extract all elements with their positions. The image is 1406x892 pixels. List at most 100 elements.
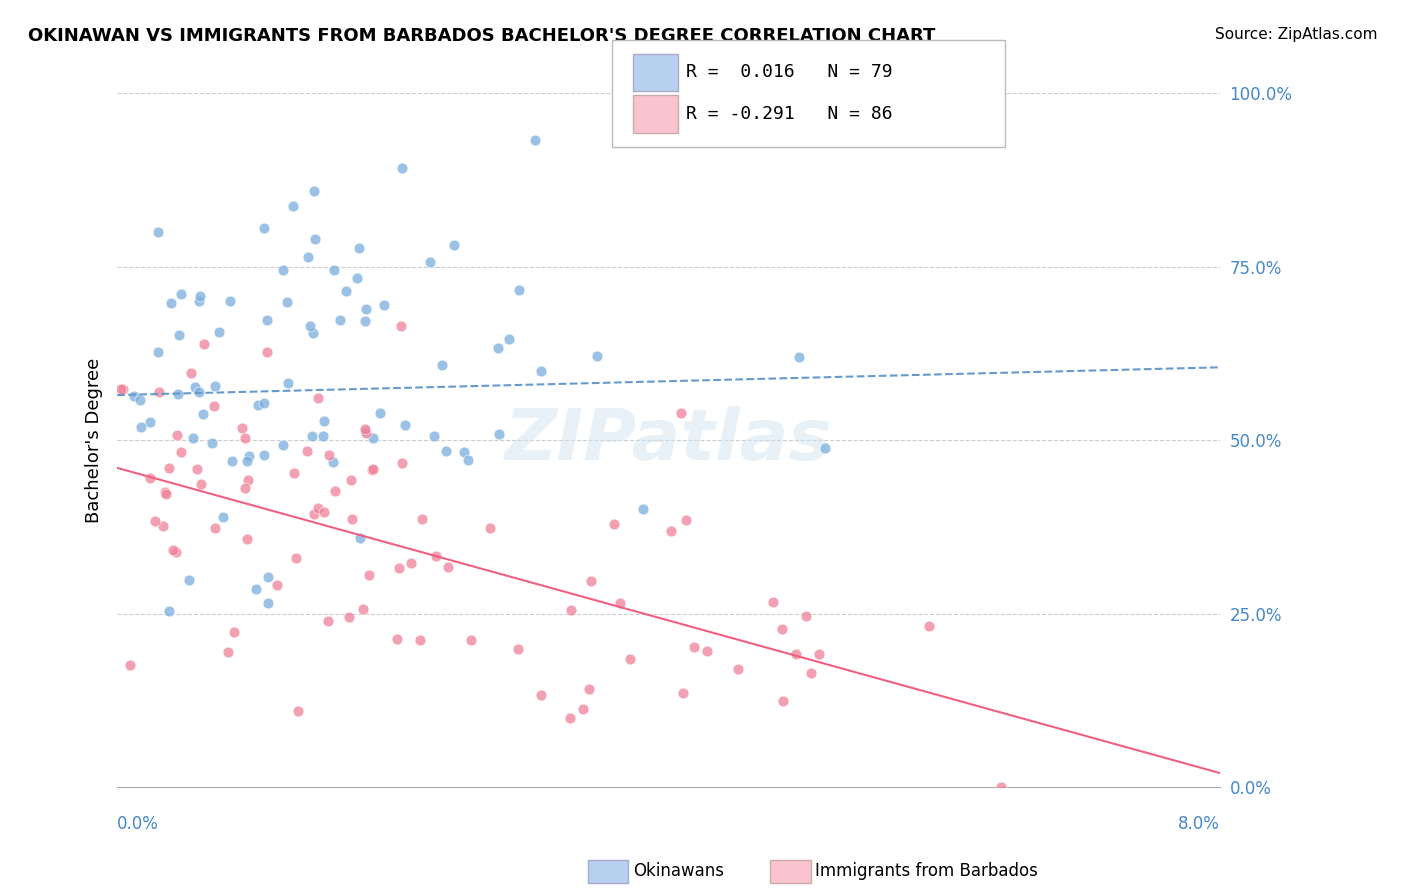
Point [148, 345, 170, 359]
Point [508, 283, 530, 297]
Point [183, 431, 205, 445]
Point [918, 618, 941, 632]
Text: ZIPatlas: ZIPatlas [505, 406, 832, 475]
Point [339, 610, 361, 624]
Point [159, 461, 181, 475]
Point [256, 570, 278, 584]
Point [572, 701, 595, 715]
Point [560, 603, 582, 617]
Point [179, 573, 201, 587]
Point [762, 595, 785, 609]
Point [201, 436, 224, 450]
Point [808, 647, 831, 661]
Point [301, 429, 323, 443]
Point [346, 271, 368, 285]
Point [297, 444, 319, 458]
Point [354, 301, 377, 316]
Point [361, 431, 384, 445]
Point [391, 456, 413, 470]
Point [354, 422, 377, 436]
Point [146, 226, 169, 240]
Point [236, 533, 259, 547]
Point [166, 387, 188, 401]
Point [188, 289, 211, 303]
Point [256, 345, 278, 359]
Point [460, 632, 482, 647]
Point [184, 380, 207, 394]
Point [110, 382, 132, 396]
Point [609, 596, 631, 610]
Point [581, 574, 603, 588]
Point [814, 442, 837, 456]
Text: R =  0.016   N = 79: R = 0.016 N = 79 [686, 63, 893, 81]
Point [236, 473, 259, 487]
Point [340, 474, 363, 488]
Text: R = -0.291   N = 86: R = -0.291 N = 86 [686, 105, 893, 123]
Point [443, 238, 465, 252]
Point [347, 241, 370, 255]
Point [304, 232, 326, 246]
Point [361, 462, 384, 476]
Point [218, 293, 240, 308]
Point [498, 333, 520, 347]
Point [271, 263, 294, 277]
Point [118, 657, 141, 672]
Point [188, 384, 211, 399]
Point [253, 395, 276, 409]
Point [672, 685, 695, 699]
Point [302, 184, 325, 198]
Y-axis label: Bachelor's Degree: Bachelor's Degree [86, 358, 103, 523]
Point [388, 560, 411, 574]
Point [283, 466, 305, 480]
Point [359, 567, 381, 582]
Point [354, 424, 377, 438]
Point [247, 398, 270, 412]
Point [325, 484, 347, 499]
Point [457, 453, 479, 467]
Point [284, 550, 307, 565]
Point [180, 366, 202, 380]
Point [122, 388, 145, 402]
Point [253, 448, 276, 462]
Point [508, 642, 530, 657]
Point [530, 364, 553, 378]
Point [770, 622, 793, 636]
Point [256, 313, 278, 327]
Point [602, 517, 624, 532]
Point [187, 293, 209, 308]
Point [281, 199, 304, 213]
Text: 8.0%: 8.0% [1178, 814, 1220, 832]
Point [238, 450, 260, 464]
Point [486, 341, 509, 355]
Point [162, 542, 184, 557]
Point [139, 470, 162, 484]
Point [385, 632, 408, 646]
Point [312, 429, 335, 443]
Point [271, 438, 294, 452]
Point [253, 221, 276, 235]
Point [204, 379, 226, 393]
Point [152, 519, 174, 533]
Point [217, 645, 239, 659]
Point [659, 524, 682, 539]
Point [318, 449, 340, 463]
Point [165, 545, 187, 559]
Text: OKINAWAN VS IMMIGRANTS FROM BARBADOS BACHELOR'S DEGREE CORRELATION CHART: OKINAWAN VS IMMIGRANTS FROM BARBADOS BAC… [28, 27, 935, 45]
Point [186, 462, 208, 476]
Point [129, 392, 152, 407]
Point [411, 512, 433, 526]
Point [190, 477, 212, 491]
Point [794, 609, 817, 624]
Point [211, 509, 233, 524]
Point [148, 384, 170, 399]
Point [302, 508, 325, 522]
Point [314, 414, 336, 428]
Point [236, 454, 259, 468]
Point [434, 443, 457, 458]
Point [696, 644, 718, 658]
Point [298, 319, 321, 334]
Point [354, 425, 377, 440]
Point [307, 391, 329, 405]
Point [354, 314, 377, 328]
Point [245, 582, 267, 596]
